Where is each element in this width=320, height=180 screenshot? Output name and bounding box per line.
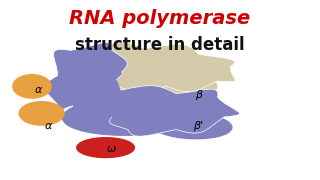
- Ellipse shape: [152, 113, 232, 139]
- Ellipse shape: [19, 102, 64, 125]
- Ellipse shape: [72, 68, 120, 122]
- Ellipse shape: [13, 75, 51, 98]
- Text: RNA polymerase: RNA polymerase: [69, 9, 251, 28]
- Text: β': β': [193, 121, 204, 131]
- Ellipse shape: [63, 95, 206, 135]
- Text: α: α: [35, 85, 42, 95]
- Text: β: β: [195, 90, 202, 100]
- PathPatch shape: [63, 42, 235, 92]
- Text: α: α: [44, 121, 52, 131]
- PathPatch shape: [44, 43, 239, 136]
- Ellipse shape: [77, 138, 134, 158]
- Ellipse shape: [84, 64, 217, 98]
- Text: ω: ω: [107, 144, 117, 154]
- Text: structure in detail: structure in detail: [75, 36, 245, 54]
